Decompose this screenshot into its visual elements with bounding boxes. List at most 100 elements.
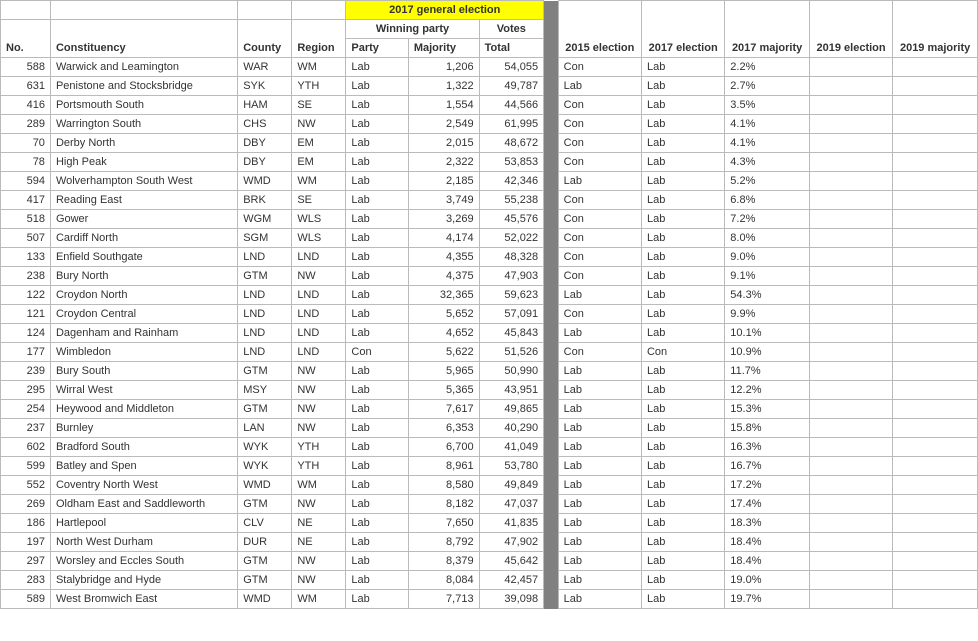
cell-2019-election bbox=[809, 400, 892, 419]
cell-no: 177 bbox=[1, 343, 51, 362]
cell-2019-majority bbox=[893, 590, 978, 609]
cell-2019-election bbox=[809, 343, 892, 362]
cell-2017-majority: 9.0% bbox=[725, 248, 810, 267]
cell-region: LND bbox=[292, 248, 346, 267]
cell-2019-majority bbox=[893, 362, 978, 381]
cell-party: Lab bbox=[346, 571, 408, 590]
cell-2017-election: Lab bbox=[641, 457, 724, 476]
header-majority: Majority bbox=[408, 39, 479, 58]
cell-majority: 5,965 bbox=[408, 362, 479, 381]
header-2019-majority: 2019 majority bbox=[893, 1, 978, 58]
cell-majority: 32,365 bbox=[408, 286, 479, 305]
cell-county: WMD bbox=[238, 590, 292, 609]
cell-2015-election: Lab bbox=[558, 324, 641, 343]
cell-constituency: Bury North bbox=[50, 267, 237, 286]
column-gap bbox=[544, 229, 559, 248]
cell-majority: 6,700 bbox=[408, 438, 479, 457]
cell-2015-election: Lab bbox=[558, 438, 641, 457]
table-row: 588Warwick and LeamingtonWARWMLab1,20654… bbox=[1, 58, 978, 77]
cell-2017-majority: 9.9% bbox=[725, 305, 810, 324]
cell-majority: 7,650 bbox=[408, 514, 479, 533]
column-gap bbox=[544, 438, 559, 457]
cell-county: GTM bbox=[238, 552, 292, 571]
column-gap bbox=[544, 419, 559, 438]
cell-party: Lab bbox=[346, 514, 408, 533]
cell-total: 45,642 bbox=[479, 552, 544, 571]
cell-2019-majority bbox=[893, 305, 978, 324]
cell-county: WMD bbox=[238, 172, 292, 191]
cell-total: 49,849 bbox=[479, 476, 544, 495]
cell-2015-election: Lab bbox=[558, 571, 641, 590]
cell-county: LND bbox=[238, 286, 292, 305]
cell-no: 283 bbox=[1, 571, 51, 590]
column-gap bbox=[544, 362, 559, 381]
table-row: 133Enfield SouthgateLNDLNDLab4,35548,328… bbox=[1, 248, 978, 267]
cell-region: LND bbox=[292, 324, 346, 343]
cell-2019-election bbox=[809, 381, 892, 400]
column-gap bbox=[544, 286, 559, 305]
cell-2017-majority: 18.4% bbox=[725, 552, 810, 571]
cell-2017-majority: 17.4% bbox=[725, 495, 810, 514]
cell-2015-election: Con bbox=[558, 305, 641, 324]
cell-2015-election: Lab bbox=[558, 533, 641, 552]
column-gap bbox=[544, 324, 559, 343]
cell-2019-majority bbox=[893, 457, 978, 476]
cell-2017-majority: 2.7% bbox=[725, 77, 810, 96]
table-row: 70Derby NorthDBYEMLab2,01548,672ConLab4.… bbox=[1, 134, 978, 153]
cell-2019-majority bbox=[893, 533, 978, 552]
cell-party: Lab bbox=[346, 96, 408, 115]
header-2017-election: 2017 election bbox=[641, 1, 724, 58]
cell-total: 49,787 bbox=[479, 77, 544, 96]
cell-total: 48,328 bbox=[479, 248, 544, 267]
cell-majority: 8,182 bbox=[408, 495, 479, 514]
cell-2019-election bbox=[809, 172, 892, 191]
cell-2017-majority: 54.3% bbox=[725, 286, 810, 305]
cell-majority: 1,554 bbox=[408, 96, 479, 115]
cell-2017-majority: 2.2% bbox=[725, 58, 810, 77]
cell-2019-election bbox=[809, 229, 892, 248]
table-row: 78High PeakDBYEMLab2,32253,853ConLab4.3% bbox=[1, 153, 978, 172]
cell-2019-majority bbox=[893, 96, 978, 115]
cell-constituency: Wirral West bbox=[50, 381, 237, 400]
cell-constituency: North West Durham bbox=[50, 533, 237, 552]
table-row: 416Portsmouth SouthHAMSELab1,55444,566Co… bbox=[1, 96, 978, 115]
cell-majority: 7,617 bbox=[408, 400, 479, 419]
cell-2017-election: Lab bbox=[641, 210, 724, 229]
cell-no: 588 bbox=[1, 58, 51, 77]
cell-2019-election bbox=[809, 96, 892, 115]
cell-no: 238 bbox=[1, 267, 51, 286]
main-title: 2017 general election bbox=[346, 1, 544, 20]
cell-total: 48,672 bbox=[479, 134, 544, 153]
cell-total: 40,290 bbox=[479, 419, 544, 438]
table-body: 588Warwick and LeamingtonWARWMLab1,20654… bbox=[1, 58, 978, 609]
cell-region: YTH bbox=[292, 457, 346, 476]
cell-party: Lab bbox=[346, 153, 408, 172]
cell-2017-majority: 6.8% bbox=[725, 191, 810, 210]
cell-total: 39,098 bbox=[479, 590, 544, 609]
cell-2017-election: Lab bbox=[641, 590, 724, 609]
cell-2019-majority bbox=[893, 419, 978, 438]
cell-county: SGM bbox=[238, 229, 292, 248]
cell-region: WLS bbox=[292, 229, 346, 248]
cell-total: 53,853 bbox=[479, 153, 544, 172]
cell-total: 47,902 bbox=[479, 533, 544, 552]
cell-constituency: Dagenham and Rainham bbox=[50, 324, 237, 343]
cell-total: 43,951 bbox=[479, 381, 544, 400]
cell-region: LND bbox=[292, 305, 346, 324]
cell-constituency: Derby North bbox=[50, 134, 237, 153]
cell-2019-election bbox=[809, 438, 892, 457]
cell-no: 186 bbox=[1, 514, 51, 533]
cell-2015-election: Lab bbox=[558, 495, 641, 514]
header-party: Party bbox=[346, 39, 408, 58]
cell-2019-majority bbox=[893, 400, 978, 419]
cell-county: WYK bbox=[238, 438, 292, 457]
table-row: 121Croydon CentralLNDLNDLab5,65257,091Co… bbox=[1, 305, 978, 324]
cell-2019-election bbox=[809, 77, 892, 96]
cell-no: 552 bbox=[1, 476, 51, 495]
cell-no: 295 bbox=[1, 381, 51, 400]
cell-2017-majority: 12.2% bbox=[725, 381, 810, 400]
cell-majority: 2,015 bbox=[408, 134, 479, 153]
column-gap bbox=[544, 552, 559, 571]
cell-total: 50,990 bbox=[479, 362, 544, 381]
cell-region: SE bbox=[292, 96, 346, 115]
